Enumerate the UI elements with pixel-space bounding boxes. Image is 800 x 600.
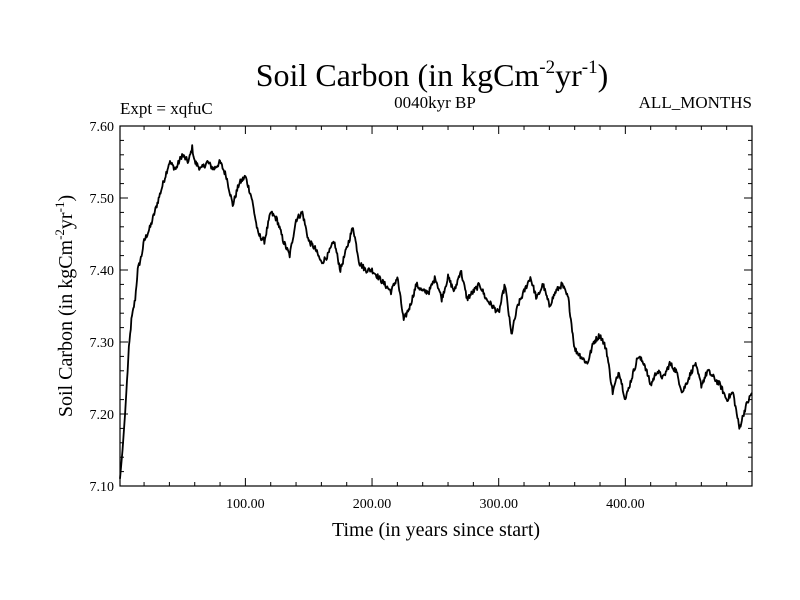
y-tick-label: 7.30 [90, 336, 115, 351]
y-tick-label: 7.10 [90, 480, 115, 495]
soil-carbon-series-line [119, 144, 753, 479]
chart-title: Soil Carbon (in kgCm-2yr-1) [256, 57, 609, 93]
y-tick-label: 7.20 [90, 408, 115, 423]
y-tick-label: 7.40 [90, 264, 115, 279]
y-tick-label: 7.50 [90, 192, 115, 207]
x-tick-label: 400.00 [606, 497, 645, 512]
y-axis-ticks: 7.10 7.20 7.30 7.40 7.50 7.60 [90, 120, 752, 495]
plot-frame [119, 125, 753, 487]
x-tick-label: 100.00 [226, 497, 265, 512]
x-tick-label: 200.00 [353, 497, 392, 512]
experiment-label: Expt = xqfuC [120, 99, 213, 118]
y-tick-label: 7.60 [90, 120, 115, 135]
x-tick-label: 300.00 [479, 497, 518, 512]
x-axis-label: Time (in years since start) [332, 519, 540, 541]
months-label: ALL_MONTHS [639, 93, 752, 112]
x-axis-ticks: 100.00 200.00 300.00 400.00 [143, 126, 728, 512]
y-axis-label: Soil Carbon (in kgCm-2yr-1) [52, 195, 77, 417]
period-label: 0040kyr BP [394, 93, 476, 112]
